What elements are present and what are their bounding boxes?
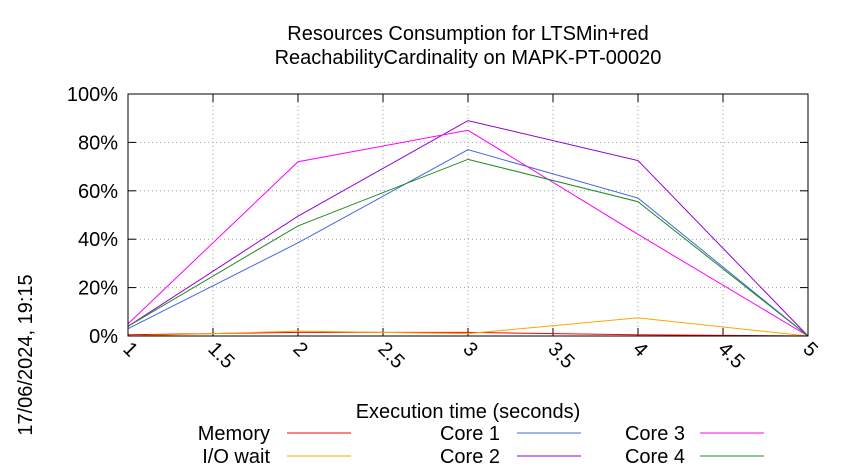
x-tick-label: 3 — [458, 338, 481, 361]
y-tick-label: 60% — [78, 181, 118, 203]
x-tick-label: 1 — [118, 338, 141, 361]
x-tick-label: 2 — [288, 338, 311, 361]
legend-label-memory: Memory — [198, 423, 270, 445]
x-tick-label: 3.5 — [543, 338, 578, 373]
y-tick-label: 20% — [78, 278, 118, 300]
y-tick-label: 40% — [78, 229, 118, 251]
x-axis-label: Execution time (seconds) — [356, 401, 581, 423]
x-tick-label: 4 — [628, 338, 651, 361]
series-lines — [127, 120, 809, 337]
legend-label-i-o-wait: I/O wait — [202, 446, 270, 468]
timestamp-label: 17/06/2024, 19:15 — [15, 274, 37, 435]
chart-title-line-1: Resources Consumption for LTSMin+red — [287, 23, 648, 45]
y-tick-label: 80% — [78, 132, 118, 154]
y-tick-label: 0% — [89, 326, 118, 348]
series-line-core-2 — [127, 120, 809, 337]
y-tick-label: 100% — [67, 84, 118, 106]
chart-title: Resources Consumption for LTSMin+redReac… — [275, 23, 662, 69]
y-axis-ticks: 0% 20% 40% 60% 80% 100% — [67, 84, 808, 348]
x-tick-label: 2.5 — [373, 338, 408, 373]
legend-label-core-1: Core 1 — [440, 423, 500, 445]
series-line-core-1 — [127, 149, 809, 337]
x-tick-label: 5 — [798, 338, 821, 361]
x-tick-label: 1.5 — [203, 338, 238, 373]
series-line-core-3 — [127, 129, 809, 337]
legend-label-core-4: Core 4 — [625, 446, 685, 468]
chart-title-line-2: ReachabilityCardinality on MAPK-PT-00020 — [275, 47, 662, 69]
grid-lines — [128, 94, 808, 336]
series-line-i-o-wait — [127, 317, 809, 337]
legend-label-core-2: Core 2 — [440, 446, 500, 468]
x-tick-label: 4.5 — [713, 338, 748, 373]
series-line-core-4 — [127, 158, 809, 337]
legend-label-core-3: Core 3 — [625, 423, 685, 445]
x-axis-ticks: 1 1.5 2 2.5 3 3.5 4 4.5 5 — [118, 94, 822, 373]
plot-frame — [127, 93, 809, 337]
